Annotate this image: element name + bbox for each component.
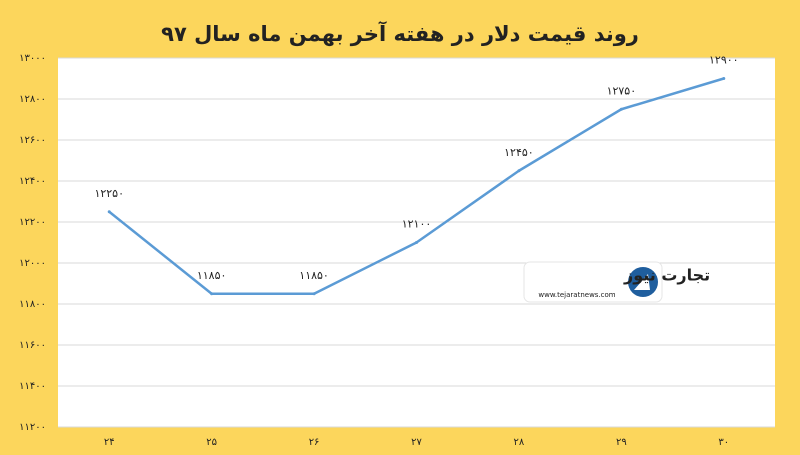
- y-tick-label: ۱۲۰۰۰: [19, 258, 46, 269]
- point: [107, 210, 111, 214]
- value-label: ۱۲۹۰۰: [709, 54, 739, 67]
- value-label: ۱۱۸۵۰: [299, 269, 329, 282]
- y-tick-label: ۱۱۶۰۰: [19, 340, 46, 351]
- chart-title: روند قیمت دلار در هفته آخر بهمن ماه سال …: [161, 21, 639, 46]
- point: [722, 77, 726, 80]
- watermark-url: www.tejaratnews.com: [538, 291, 615, 299]
- value-label: ۱۲۴۵۰: [504, 146, 534, 159]
- value-label: ۱۲۲۵۰: [94, 187, 124, 200]
- x-tick-label: ۲۹: [616, 437, 627, 448]
- point: [619, 107, 623, 111]
- x-tick-label: ۲۴: [104, 437, 115, 448]
- y-tick-label: ۱۲۲۰۰: [19, 217, 46, 228]
- point: [312, 292, 316, 296]
- x-tick-label: ۳۰: [718, 437, 729, 448]
- watermark: تجارت نیوز www.tejaratnews.com: [523, 261, 710, 303]
- x-tick-label: ۲۸: [514, 437, 525, 448]
- point: [210, 292, 214, 296]
- point: [517, 169, 521, 173]
- y-tick-label: ۱۱۸۰۰: [19, 299, 46, 310]
- y-tick-label: ۱۲۸۰۰: [19, 94, 46, 105]
- x-tick-label: ۲۶: [309, 437, 320, 448]
- y-tick-label: ۱۱۲۰۰: [19, 422, 46, 433]
- y-tick-label: ۱۲۶۰۰: [19, 135, 46, 146]
- watermark-name: تجارت نیوز: [623, 266, 710, 285]
- point: [415, 241, 418, 244]
- value-label: ۱۲۷۵۰: [607, 84, 637, 97]
- x-tick-label: ۲۵: [206, 437, 217, 448]
- y-tick-label: ۱۳۰۰۰: [19, 53, 46, 64]
- value-label: ۱۱۸۵۰: [197, 269, 227, 282]
- watermark-box: [523, 261, 663, 303]
- x-tick-label: ۲۷: [411, 437, 422, 448]
- y-tick-label: ۱۱۴۰۰: [19, 381, 46, 392]
- y-tick-label: ۱۲۴۰۰: [19, 176, 46, 187]
- value-label: ۱۲۱۰۰: [402, 218, 432, 231]
- watermark-icon-mark: [634, 274, 650, 290]
